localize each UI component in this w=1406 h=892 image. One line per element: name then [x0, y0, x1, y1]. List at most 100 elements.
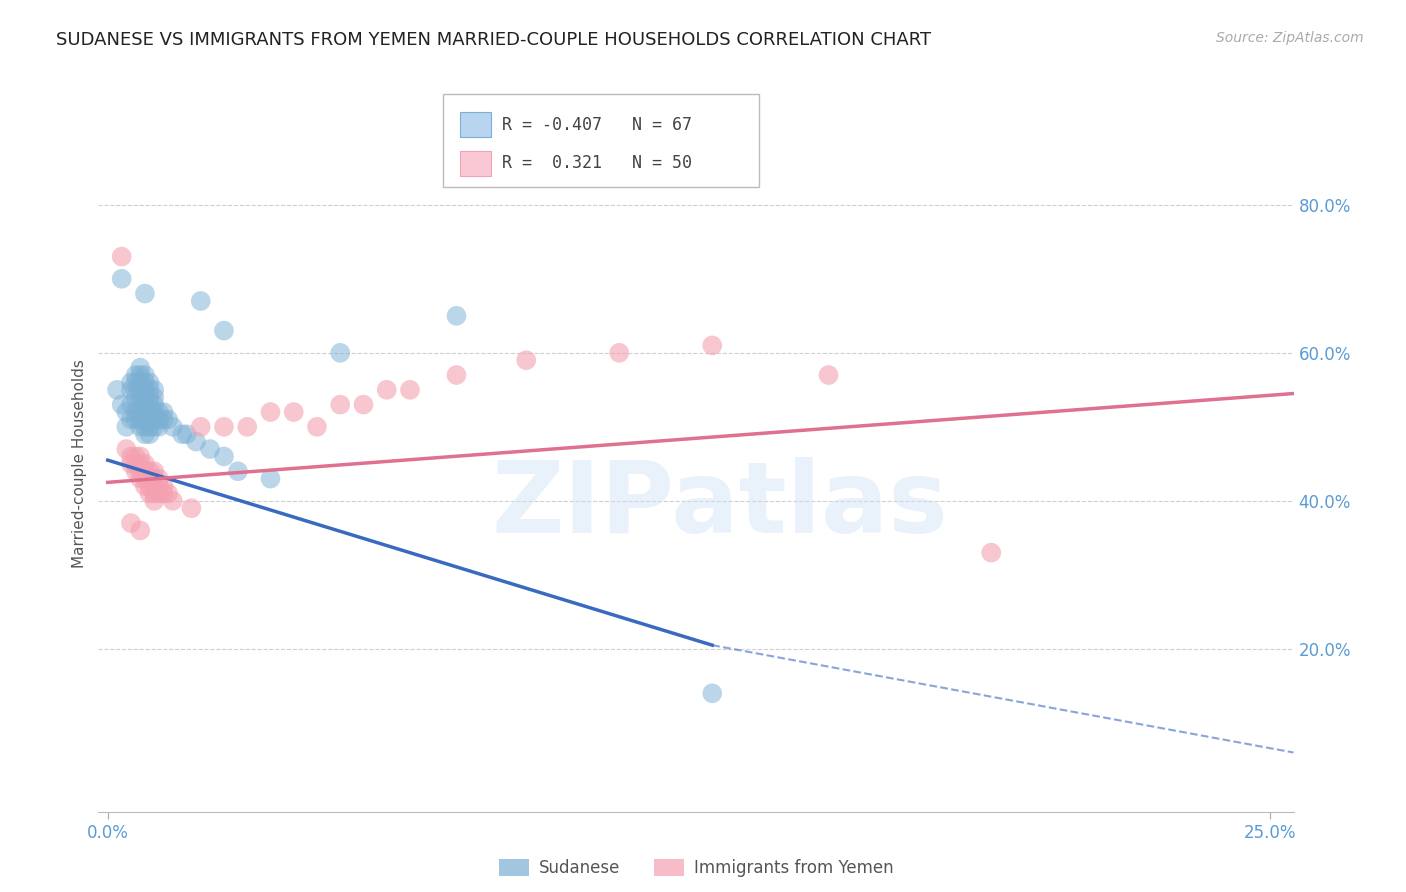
- Point: [134, 457, 156, 471]
- Point: [138, 464, 160, 478]
- Point: [129, 420, 152, 434]
- Point: [124, 405, 146, 419]
- Point: [190, 420, 212, 434]
- Point: [105, 383, 128, 397]
- Point: [176, 427, 198, 442]
- Point: [134, 479, 156, 493]
- Point: [124, 464, 146, 478]
- Point: [115, 420, 138, 434]
- Point: [134, 286, 156, 301]
- Point: [129, 368, 152, 382]
- Point: [129, 398, 152, 412]
- Point: [148, 486, 170, 500]
- Point: [148, 412, 170, 426]
- Point: [212, 450, 235, 464]
- Point: [143, 390, 166, 404]
- Point: [111, 398, 134, 412]
- Point: [129, 472, 152, 486]
- Point: [129, 457, 152, 471]
- Point: [212, 420, 235, 434]
- Text: ZIPatlas: ZIPatlas: [492, 457, 948, 554]
- Point: [129, 376, 152, 390]
- Point: [115, 405, 138, 419]
- Point: [143, 412, 166, 426]
- Point: [124, 368, 146, 382]
- Y-axis label: Married-couple Households: Married-couple Households: [72, 359, 87, 568]
- Point: [111, 272, 134, 286]
- Point: [138, 383, 160, 397]
- Point: [446, 309, 468, 323]
- Point: [148, 479, 170, 493]
- Point: [124, 457, 146, 471]
- Point: [138, 405, 160, 419]
- Point: [329, 398, 352, 412]
- Point: [148, 405, 170, 419]
- Text: SUDANESE VS IMMIGRANTS FROM YEMEN MARRIED-COUPLE HOUSEHOLDS CORRELATION CHART: SUDANESE VS IMMIGRANTS FROM YEMEN MARRIE…: [56, 31, 931, 49]
- Point: [353, 398, 375, 412]
- Point: [162, 493, 184, 508]
- Point: [124, 450, 146, 464]
- Point: [148, 420, 170, 434]
- Point: [184, 434, 207, 449]
- Point: [226, 464, 249, 478]
- Point: [198, 442, 221, 456]
- Point: [212, 324, 235, 338]
- Point: [138, 376, 160, 390]
- Point: [143, 405, 166, 419]
- Text: R = -0.407   N = 67: R = -0.407 N = 67: [502, 116, 692, 134]
- Point: [134, 420, 156, 434]
- Point: [124, 390, 146, 404]
- Point: [124, 383, 146, 397]
- Point: [138, 398, 160, 412]
- Point: [143, 383, 166, 397]
- Point: [515, 353, 537, 368]
- Point: [305, 420, 328, 434]
- Point: [134, 398, 156, 412]
- Point: [120, 516, 142, 530]
- Point: [446, 368, 468, 382]
- Point: [134, 383, 156, 397]
- Point: [129, 412, 152, 426]
- Point: [120, 376, 142, 390]
- Point: [143, 493, 166, 508]
- Point: [138, 486, 160, 500]
- Point: [138, 412, 160, 426]
- Point: [399, 383, 422, 397]
- Point: [120, 450, 142, 464]
- Point: [283, 405, 305, 419]
- Point: [134, 405, 156, 419]
- Point: [148, 472, 170, 486]
- Point: [129, 450, 152, 464]
- Point: [259, 472, 281, 486]
- Point: [129, 405, 152, 419]
- Point: [329, 346, 352, 360]
- Point: [143, 479, 166, 493]
- Point: [236, 420, 259, 434]
- Point: [138, 427, 160, 442]
- Point: [817, 368, 839, 382]
- Point: [259, 405, 281, 419]
- Point: [375, 383, 398, 397]
- Point: [152, 405, 174, 419]
- Point: [980, 546, 1002, 560]
- Point: [120, 398, 142, 412]
- Point: [702, 338, 724, 352]
- Point: [138, 390, 160, 404]
- Point: [607, 346, 630, 360]
- Point: [129, 360, 152, 375]
- Point: [120, 383, 142, 397]
- Point: [143, 464, 166, 478]
- Point: [111, 250, 134, 264]
- Point: [152, 479, 174, 493]
- Point: [143, 472, 166, 486]
- Point: [134, 368, 156, 382]
- Point: [134, 472, 156, 486]
- Point: [124, 412, 146, 426]
- Point: [134, 376, 156, 390]
- Point: [157, 486, 180, 500]
- Point: [138, 479, 160, 493]
- Point: [138, 472, 160, 486]
- Point: [115, 442, 138, 456]
- Point: [702, 686, 724, 700]
- Text: R =  0.321   N = 50: R = 0.321 N = 50: [502, 154, 692, 172]
